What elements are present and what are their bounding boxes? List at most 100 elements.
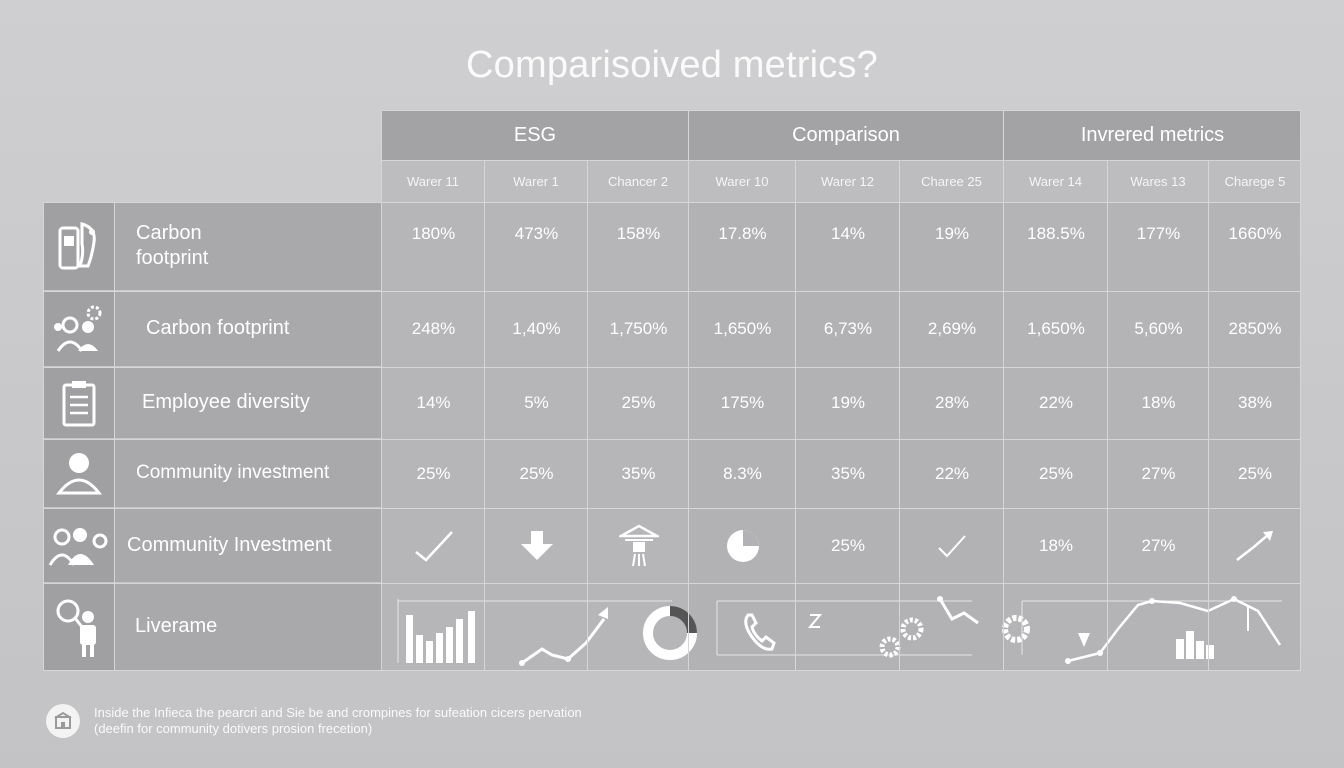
data-cell: 158% xyxy=(616,224,661,243)
person-icon xyxy=(55,453,102,495)
row-icon-cell xyxy=(43,583,114,670)
chart-frame xyxy=(716,600,972,656)
sub-header: Warer 11 xyxy=(382,160,484,202)
data-cell: 25% xyxy=(416,463,451,483)
grid-line-horizontal xyxy=(382,110,1301,111)
data-cell: 27% xyxy=(1141,463,1176,483)
data-cell: 14% xyxy=(830,224,866,243)
data-cell: 25% xyxy=(1237,463,1273,483)
data-cell: 27% xyxy=(1141,535,1176,555)
footer-note: Inside the Infieca the pearcri and Sie b… xyxy=(46,704,582,738)
sub-header: Chancer 2 xyxy=(588,160,688,202)
footprint-icon xyxy=(58,222,96,270)
trend-up-icon xyxy=(519,607,608,666)
sub-header: Warer 14 xyxy=(1004,160,1107,202)
grid-line-horizontal xyxy=(43,670,1301,671)
grid-line-horizontal xyxy=(43,583,1301,584)
data-cell: 1,650% xyxy=(1027,319,1085,338)
row-label-liverame: Liverame xyxy=(114,583,382,670)
data-cell: 8.3% xyxy=(723,463,762,483)
grid-line-vertical xyxy=(484,160,485,670)
gears-icon xyxy=(879,617,924,658)
data-cell: 175% xyxy=(720,393,765,412)
data-cell: 177% xyxy=(1136,224,1181,243)
chart-frame xyxy=(1021,600,1282,655)
row-label-carbon-footprint-2: Carbon footprint xyxy=(114,291,382,366)
arrow-down-icon xyxy=(485,508,588,583)
line-chart-icon xyxy=(1065,596,1282,664)
row-label-text: Community Investment xyxy=(127,533,332,556)
row-label-carbon-footprint-1: Carbon footprint xyxy=(114,202,382,290)
grid-line-vertical xyxy=(587,160,588,670)
data-cell: 188.5% xyxy=(1027,224,1085,243)
grid-line-horizontal xyxy=(382,160,1301,161)
sub-header: Wares 13 xyxy=(1108,160,1208,202)
row-label-text: Carbon footprint xyxy=(146,317,290,339)
data-cell: 2850% xyxy=(1228,319,1282,338)
data-cell: 248% xyxy=(411,319,456,338)
data-cell: 17.8% xyxy=(718,224,767,243)
group-header-inverted: Invrered metrics xyxy=(1004,110,1301,160)
data-cell: 25% xyxy=(1038,463,1074,483)
trend-up-icon xyxy=(1209,508,1301,583)
data-block-esg xyxy=(382,202,688,670)
row-label-community-investment: Community investment xyxy=(114,439,382,507)
data-cell: 1,40% xyxy=(512,319,561,338)
trend-line-icon xyxy=(937,596,979,625)
grid-line-vertical xyxy=(1003,110,1004,670)
data-cell: 473% xyxy=(514,224,559,243)
row-icon-cell xyxy=(43,508,114,582)
checkmark-icon xyxy=(382,508,485,583)
row-icon-cell xyxy=(43,202,114,290)
group-icon xyxy=(48,528,107,566)
data-cell: 19% xyxy=(934,224,970,243)
footer-text: Inside the Infieca the pearcri and Sie b… xyxy=(94,705,582,737)
data-cell: 35% xyxy=(830,463,866,483)
people-gear-icon xyxy=(53,305,101,352)
checkmark-icon xyxy=(900,508,1004,583)
data-block-inverted xyxy=(1004,202,1301,670)
grid-line-horizontal xyxy=(43,439,1301,440)
magnifier-person-icon xyxy=(56,599,96,657)
group-header-comparison: Comparison xyxy=(689,110,1003,160)
gear-icon xyxy=(1002,615,1030,643)
grid-line-vertical xyxy=(1107,160,1108,670)
sub-header: Warer 1 xyxy=(485,160,587,202)
data-cell: 28% xyxy=(934,393,970,412)
row-label-community-investment-2: Community Investment xyxy=(114,508,382,582)
pie-icon xyxy=(689,508,796,583)
data-cell: 22% xyxy=(934,463,970,483)
grid-line-horizontal xyxy=(43,202,1301,203)
sub-header: Warer 12 xyxy=(796,160,899,202)
grid-line-vertical xyxy=(899,160,900,670)
liverame-charts xyxy=(397,596,1282,666)
letter-z-icon xyxy=(807,614,823,628)
data-cell: 38% xyxy=(1237,393,1273,412)
row-icon-cell xyxy=(43,291,114,366)
pagoda-icon xyxy=(588,508,689,583)
phone-icon xyxy=(744,613,776,651)
sub-header: Charege 5 xyxy=(1209,160,1301,202)
data-cell: 25% xyxy=(519,463,554,483)
footer-badge xyxy=(46,704,80,738)
data-cell: 18% xyxy=(1141,393,1176,412)
grid-line-vertical xyxy=(114,202,115,670)
row-label-line: footprint xyxy=(136,247,209,269)
row-icon-cell xyxy=(43,439,114,507)
row-icon-cell xyxy=(43,367,114,438)
data-cell: 35% xyxy=(621,463,656,483)
data-cell: 18% xyxy=(1038,535,1074,555)
grid-line-horizontal xyxy=(43,508,1301,509)
grid-line-vertical xyxy=(1208,160,1209,670)
grid-line-vertical xyxy=(43,202,44,670)
footer-line-2: (deefin for community dotivers prosion f… xyxy=(94,721,373,736)
grid-line-vertical xyxy=(795,160,796,670)
grid-line-horizontal xyxy=(43,367,1301,368)
grid-line-vertical xyxy=(1300,110,1301,670)
row-label-line: Carbon xyxy=(136,222,202,244)
clipboard-icon xyxy=(62,380,95,426)
data-cell: 1,650% xyxy=(713,319,772,338)
donut-icon xyxy=(643,606,697,660)
sub-header: Charee 25 xyxy=(900,160,1003,202)
data-cell: 1,750% xyxy=(609,319,668,338)
